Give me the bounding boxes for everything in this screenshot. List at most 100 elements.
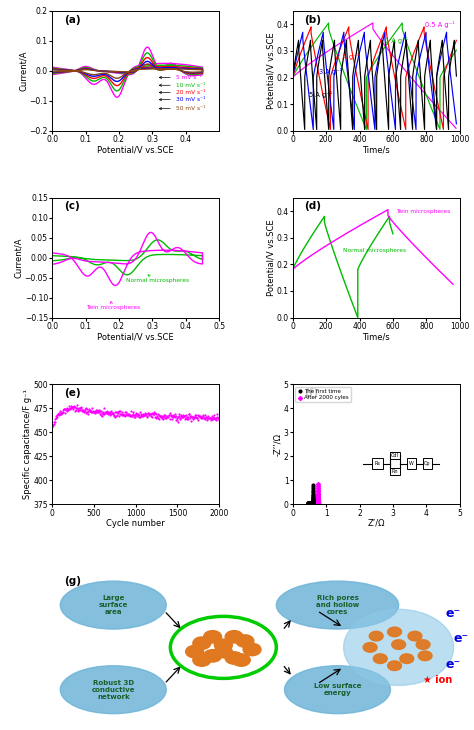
The first time [307, 496, 315, 508]
After 2000 cyles [314, 498, 321, 510]
Point [131, 409, 138, 420]
After 2000 cyles [314, 499, 321, 510]
Point [115, 407, 122, 419]
Point [139, 410, 146, 421]
Point [53, 412, 60, 423]
Point [178, 411, 186, 423]
After 2000 cyles [314, 498, 321, 510]
Point [162, 411, 170, 423]
Point [52, 413, 59, 425]
Point [140, 408, 147, 420]
Point [60, 403, 67, 415]
Point [213, 411, 220, 423]
Point [164, 410, 172, 421]
Point [136, 411, 144, 423]
Point [86, 404, 93, 415]
Circle shape [204, 631, 221, 643]
The first time [307, 496, 314, 508]
After 2000 cyles [314, 491, 321, 503]
Text: ★ ion: ★ ion [423, 675, 452, 685]
The first time [309, 499, 317, 510]
After 2000 cyles [314, 497, 321, 509]
The first time [309, 498, 316, 510]
Point [91, 406, 98, 418]
Point [151, 407, 158, 418]
The first time [309, 488, 317, 499]
The first time [309, 498, 317, 510]
The first time [309, 499, 317, 510]
Point [188, 411, 195, 423]
After 2000 cyles [314, 496, 321, 508]
After 2000 cyles [314, 499, 321, 510]
Point [92, 404, 100, 415]
Y-axis label: Potential/V vs.SCE: Potential/V vs.SCE [266, 33, 275, 110]
Point [99, 408, 107, 420]
Point [73, 404, 80, 415]
Text: e⁻: e⁻ [446, 607, 461, 620]
After 2000 cyles [307, 499, 315, 510]
Point [83, 406, 91, 418]
The first time [304, 499, 311, 510]
Point [161, 410, 169, 421]
Circle shape [214, 645, 232, 658]
After 2000 cyles [314, 498, 321, 510]
The first time [304, 499, 311, 510]
The first time [305, 497, 313, 509]
Point [87, 406, 94, 418]
Point [164, 412, 172, 423]
The first time [309, 497, 316, 509]
The first time [309, 499, 317, 510]
The first time [309, 499, 317, 510]
Point [191, 411, 199, 423]
After 2000 cyles [314, 497, 321, 509]
Point [65, 400, 73, 412]
Legend: The first time, After 2000 cyles: The first time, After 2000 cyles [295, 387, 351, 402]
Point [187, 410, 194, 422]
The first time [309, 496, 317, 507]
After 2000 cyles [307, 498, 315, 510]
Point [210, 410, 218, 421]
The first time [309, 491, 317, 503]
Point [144, 407, 152, 419]
X-axis label: Z’/Ω: Z’/Ω [367, 519, 385, 528]
After 2000 cyles [307, 499, 315, 510]
Point [206, 412, 214, 423]
Point [169, 411, 176, 423]
Point [155, 410, 163, 421]
The first time [309, 498, 317, 510]
Point [55, 407, 63, 419]
The first time [309, 486, 317, 498]
After 2000 cyles [314, 498, 321, 510]
Point [153, 408, 160, 420]
Point [184, 413, 192, 425]
The first time [309, 483, 317, 495]
Point [132, 412, 139, 423]
After 2000 cyles [312, 496, 320, 508]
Point [76, 402, 83, 414]
Point [154, 408, 162, 420]
Point [50, 418, 57, 430]
After 2000 cyles [307, 499, 315, 510]
After 2000 cyles [314, 494, 321, 506]
Point [99, 407, 106, 418]
Point [118, 410, 126, 421]
Point [140, 410, 148, 421]
The first time [309, 497, 317, 509]
Point [108, 405, 115, 417]
Point [58, 407, 65, 419]
Point [77, 403, 84, 415]
The first time [304, 498, 311, 510]
After 2000 cyles [312, 496, 320, 508]
Point [201, 412, 208, 424]
Point [64, 405, 71, 417]
The first time [309, 498, 317, 510]
Point [155, 413, 163, 425]
After 2000 cyles [314, 498, 321, 510]
Point [54, 409, 61, 420]
The first time [304, 499, 311, 510]
The first time [304, 499, 311, 510]
The first time [309, 499, 317, 510]
After 2000 cyles [308, 497, 316, 509]
The first time [309, 497, 317, 509]
Point [63, 402, 71, 414]
